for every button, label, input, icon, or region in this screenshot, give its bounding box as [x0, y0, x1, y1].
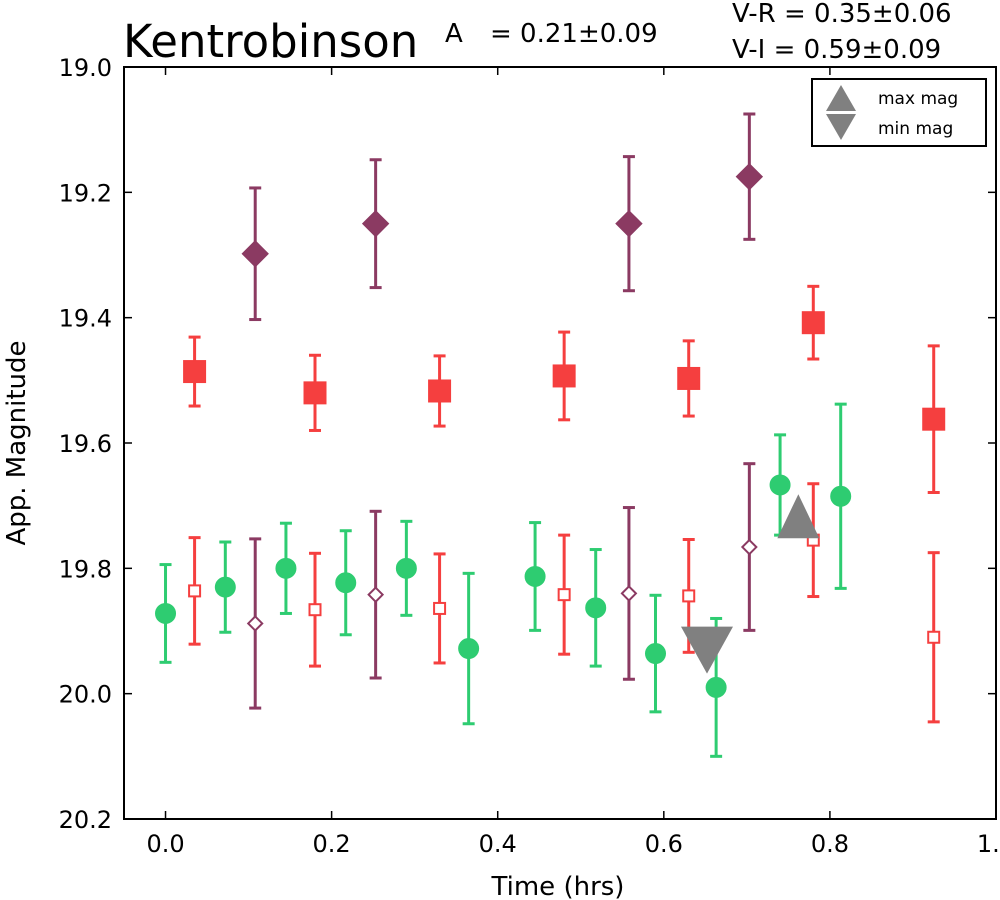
legend: max mag min mag	[811, 78, 987, 147]
legend-max-mag-label: max mag	[878, 89, 958, 109]
circle-marker	[645, 643, 667, 665]
y-tick-label: 20.0	[59, 681, 112, 709]
circle-marker	[275, 557, 297, 579]
square-marker	[303, 381, 327, 405]
max-mag-triangle-marker	[777, 494, 820, 539]
data-points	[155, 112, 946, 758]
axis-ticks: 0.0 0.2 0.4 0.6 0.8 1.0 19.0 19.2 19.4 19.6 19.8 20…	[59, 54, 1000, 858]
diamond-marker	[246, 615, 264, 632]
legend-min-mag-label: min mag	[878, 119, 953, 139]
square-marker	[927, 630, 941, 644]
circle-marker	[395, 557, 417, 579]
square-marker	[308, 603, 322, 617]
diamond-marker	[740, 538, 758, 556]
y-tick-label: 19.8	[59, 555, 112, 583]
circle-marker	[524, 565, 546, 587]
square-marker	[922, 407, 946, 431]
legend-max-mag-icon	[826, 85, 856, 111]
circle-marker	[214, 576, 236, 598]
square-marker	[677, 366, 701, 390]
square-marker	[557, 588, 571, 602]
x-tick-label: 1.0	[977, 830, 1000, 858]
color-index-vi: V-I = 0.59±0.09	[732, 35, 941, 65]
plot-area	[123, 66, 997, 820]
diamond-marker	[361, 209, 390, 238]
y-tick-label: 19.0	[59, 54, 112, 82]
diamond-marker	[620, 584, 638, 602]
square-marker	[188, 584, 202, 598]
circle-marker	[155, 602, 177, 624]
x-tick-label: 0.4	[479, 830, 517, 858]
circle-marker	[830, 485, 852, 507]
legend-min-mag-icon	[826, 114, 856, 140]
circle-marker	[335, 572, 357, 594]
x-tick-label: 0.2	[313, 830, 351, 858]
y-axis-label: App. Magnitude	[2, 340, 32, 545]
circle-marker	[585, 597, 607, 619]
diamond-marker	[735, 162, 764, 191]
x-tick-label: 0.6	[645, 830, 683, 858]
y-tick-label: 19.4	[59, 305, 112, 333]
circle-marker	[458, 638, 480, 660]
color-index-vr: V-R = 0.35±0.06	[732, 0, 952, 29]
x-tick-label: 0.8	[811, 830, 849, 858]
diamond-marker	[615, 209, 643, 238]
y-tick-label: 19.2	[59, 179, 112, 207]
y-tick-label: 20.2	[59, 806, 112, 834]
x-tick-label: 0.0	[146, 830, 184, 858]
square-marker	[682, 589, 696, 603]
square-marker	[552, 364, 576, 388]
square-marker	[428, 379, 452, 403]
x-axis-label: Time (hrs)	[491, 872, 625, 900]
min-mag-triangle-marker	[680, 626, 733, 674]
circle-marker	[769, 474, 791, 496]
y-tick-label: 19.6	[59, 430, 112, 458]
diamond-marker	[367, 586, 385, 604]
square-marker	[183, 360, 207, 384]
circle-marker	[705, 676, 727, 698]
chart-title: Kentrobinson	[123, 15, 418, 68]
amplitude-value: = 0.21±0.09	[490, 19, 658, 49]
amplitude-label: A	[445, 19, 463, 49]
diamond-marker	[241, 240, 269, 268]
square-marker	[433, 601, 447, 615]
square-marker	[801, 311, 825, 335]
